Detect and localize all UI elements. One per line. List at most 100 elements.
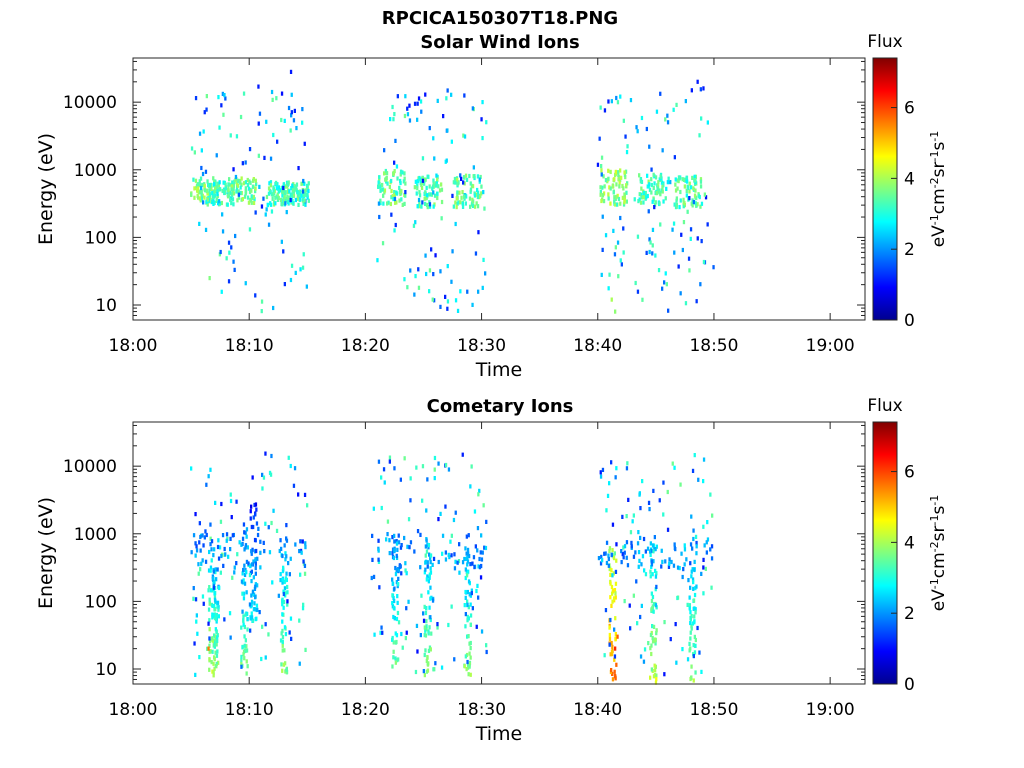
data-cell — [643, 647, 647, 652]
data-cell — [469, 187, 473, 192]
data-cell — [232, 167, 235, 172]
data-cell — [479, 575, 483, 580]
data-cell — [705, 550, 708, 555]
data-cell — [436, 174, 439, 179]
data-cell — [663, 620, 666, 625]
data-cell — [671, 227, 674, 232]
data-cell — [283, 282, 286, 287]
data-cell — [667, 564, 671, 569]
data-cell — [692, 536, 695, 542]
data-cell — [212, 576, 215, 581]
data-cell — [281, 619, 284, 624]
data-cell — [450, 139, 453, 144]
data-point — [406, 106, 409, 111]
data-point — [208, 276, 211, 281]
data-cell — [254, 561, 257, 566]
data-cell — [463, 194, 466, 199]
data-cell — [231, 180, 234, 185]
data-cell — [423, 633, 426, 638]
data-cell — [649, 549, 652, 554]
data-cell — [685, 557, 688, 562]
data-cell — [480, 191, 483, 196]
data-cell — [446, 128, 449, 133]
data-cell — [600, 554, 603, 559]
data-cell — [214, 650, 217, 655]
data-cell — [696, 236, 699, 241]
data-cell — [252, 559, 255, 564]
data-cell — [420, 185, 424, 190]
data-cell — [653, 181, 656, 186]
data-cell — [456, 190, 459, 195]
data-cell — [413, 292, 416, 297]
data-cell — [432, 178, 435, 183]
data-cell — [287, 180, 290, 185]
data-cell — [218, 585, 221, 590]
data-cell — [436, 98, 439, 103]
data-cell — [693, 634, 696, 639]
data-cell — [217, 660, 220, 665]
data-cell — [301, 107, 304, 112]
data-cell — [694, 670, 697, 675]
data-cell — [480, 533, 483, 538]
data-cell — [468, 173, 471, 179]
data-cell — [452, 517, 456, 523]
data-cell — [461, 204, 465, 209]
data-cell — [650, 167, 653, 172]
data-cell — [485, 649, 488, 655]
data-cell — [681, 247, 684, 253]
data-cell — [467, 634, 470, 639]
data-cell — [695, 544, 698, 549]
data-cell — [466, 602, 469, 607]
data-cell — [273, 189, 276, 194]
data-cell — [610, 668, 613, 673]
data-cell — [650, 643, 653, 648]
data-cell — [695, 299, 698, 304]
data-cell — [242, 618, 245, 623]
data-cell — [269, 156, 273, 161]
data-cell — [242, 614, 245, 619]
data-cell — [432, 556, 436, 561]
data-cell — [252, 194, 255, 199]
data-cell — [372, 506, 375, 511]
data-cell — [420, 593, 423, 598]
data-cell — [394, 656, 397, 661]
data-cell — [434, 253, 437, 258]
data-cell — [607, 192, 610, 197]
data-cell — [391, 635, 394, 641]
data-cell — [396, 176, 399, 181]
data-cell — [217, 607, 220, 612]
data-cell — [609, 186, 612, 191]
data-cell — [640, 195, 643, 200]
data-cell — [289, 463, 292, 469]
data-cell — [658, 498, 661, 503]
spectrogram-cometary — [190, 451, 714, 685]
data-cell — [686, 657, 690, 662]
data-cell — [661, 148, 664, 153]
data-cell — [478, 556, 481, 562]
data-cell — [288, 572, 291, 577]
data-cell — [472, 555, 476, 560]
data-cell — [599, 190, 602, 195]
data-cell — [650, 599, 654, 604]
data-cell — [433, 476, 436, 481]
data-cell — [413, 101, 417, 106]
data-cell — [425, 619, 428, 624]
data-cell — [193, 150, 196, 155]
data-cell — [209, 565, 213, 570]
data-cell — [610, 460, 613, 465]
data-cell — [654, 190, 657, 196]
data-cell — [454, 298, 458, 303]
data-cell — [689, 227, 693, 232]
data-cell — [415, 465, 418, 470]
data-cell — [307, 188, 310, 193]
data-cell — [460, 176, 463, 181]
data-cell — [652, 602, 656, 607]
data-cell — [463, 556, 466, 562]
data-cell — [228, 611, 232, 616]
data-cell — [458, 190, 461, 195]
data-cell — [702, 479, 705, 484]
data-cell — [599, 474, 603, 479]
data-cell — [614, 569, 618, 574]
data-cell — [270, 520, 273, 526]
data-cell — [693, 614, 696, 619]
